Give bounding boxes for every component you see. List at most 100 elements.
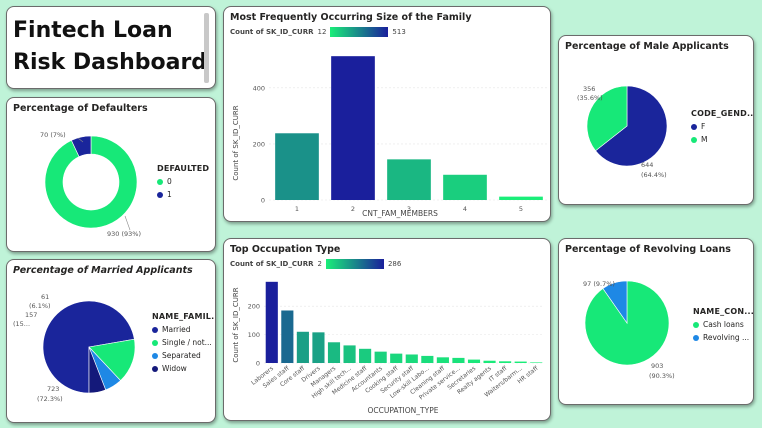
y-tick-label: 100 [248, 331, 260, 339]
bar-realty-agents[interactable] [483, 360, 496, 363]
family-xlabel: CNT_FAM_MEMBERS [362, 209, 438, 218]
bar-core-staff[interactable] [296, 331, 309, 363]
occupation-gradient-legend: Count of SK_ID_CURR 2 286 [230, 259, 402, 269]
title-card: Fintech Loan Risk Dashboard [6, 6, 216, 89]
defaulters-legend: DEFAULTED 0 1 [157, 164, 209, 199]
dashboard-title: Fintech Loan Risk Dashboard [13, 15, 207, 79]
x-tick-label: 4 [463, 205, 467, 213]
legend-item[interactable]: Widow [152, 364, 215, 373]
bar-2[interactable] [331, 56, 375, 200]
bar-3[interactable] [387, 159, 431, 200]
defaulters-card: Percentage of Defaulters 70 (7%) 930 (93… [6, 97, 216, 252]
y-tick-label: 400 [253, 84, 265, 92]
occupation-xlabel: OCCUPATION_TYPE [368, 406, 439, 415]
svg-text:(35.6%): (35.6%) [577, 94, 603, 102]
bar-it-staff[interactable] [499, 361, 512, 363]
svg-text:157: 157 [25, 311, 37, 319]
svg-text:61: 61 [41, 293, 49, 301]
bar-medicine-staff[interactable] [359, 348, 372, 363]
bar-low-skill-labo[interactable] [421, 355, 434, 363]
occupation-bar-chart: Count of SK_ID_CURR OCCUPATION_TYPE 0 100… [232, 281, 544, 415]
svg-text:(6.1%): (6.1%) [29, 302, 51, 310]
title-line-1: Fintech Loan [13, 18, 173, 43]
bar-1[interactable] [275, 133, 319, 200]
y-tick-label: 200 [253, 140, 265, 148]
defaulters-title: Percentage of Defaulters [13, 103, 148, 114]
legend-item[interactable]: Revolving ... [693, 333, 753, 342]
male-title: Percentage of Male Applicants [565, 41, 729, 52]
revolving-legend: NAME_CON... Cash loans Revolving ... [693, 307, 754, 342]
pie-slice-m[interactable] [586, 85, 628, 152]
bar-4[interactable] [443, 174, 487, 200]
married-card: Percentage of Married Applicants 61 (6.1… [6, 259, 216, 423]
bar-5[interactable] [499, 196, 543, 200]
legend-item[interactable]: M [691, 135, 753, 144]
family-bar-chart: Count of SK_ID_CURR CNT_FAM_MEMBERS 0 200… [232, 56, 549, 218]
x-tick-label: 2 [351, 205, 355, 213]
scrollbar[interactable] [204, 13, 209, 83]
male-card: Percentage of Male Applicants 356 (35.6%… [558, 35, 754, 205]
pie-slice-0[interactable] [44, 135, 138, 229]
legend-item[interactable]: Separated [152, 351, 215, 360]
x-tick-label: 5 [519, 205, 523, 213]
bar-hr-staff[interactable] [530, 362, 543, 363]
male-legend: CODE_GEND... F M [691, 109, 753, 144]
svg-text:(90.3%): (90.3%) [649, 372, 675, 380]
married-title: Percentage of Married Applicants [13, 265, 193, 276]
svg-text:356: 356 [583, 85, 595, 93]
svg-text:(15...: (15... [13, 320, 30, 328]
male-pie: 356 (35.6%) 644 (64.4%) [577, 85, 668, 179]
svg-text:644: 644 [641, 161, 653, 169]
bar-laborers[interactable] [265, 281, 278, 363]
svg-text:(64.4%): (64.4%) [641, 171, 667, 179]
y-tick-label: 0 [256, 360, 260, 368]
family-ylabel: Count of SK_ID_CURR [232, 105, 240, 180]
bar-private-service[interactable] [452, 357, 465, 363]
legend-item[interactable]: F [691, 122, 753, 131]
bar-security-staff[interactable] [405, 354, 418, 363]
legend-item[interactable]: 1 [157, 190, 209, 199]
bar-cleaning-staff[interactable] [436, 357, 449, 363]
pie-slice-widow[interactable] [88, 346, 107, 394]
svg-text:903: 903 [651, 362, 663, 370]
married-legend: NAME_FAMIL... Married Single / not... Se… [152, 312, 215, 373]
legend-item[interactable]: 0 [157, 177, 209, 186]
y-tick-label: 0 [261, 197, 265, 205]
bar-waiters-barm[interactable] [514, 361, 527, 363]
family-title: Most Frequently Occurring Size of the Fa… [230, 12, 472, 23]
bar-high-skill-tech[interactable] [343, 345, 356, 363]
revolving-card: Percentage of Revolving Loans 97 (9.7%) … [558, 238, 754, 405]
married-pie: 61 (6.1%) 157 (15... 723 (72.3%) [13, 293, 136, 403]
defaulters-label-large: 930 (93%) [107, 230, 141, 238]
revolving-title: Percentage of Revolving Loans [565, 244, 731, 255]
bar-cooking-staff[interactable] [390, 353, 403, 363]
x-tick-label: 3 [407, 205, 411, 213]
pie-slice-revolving[interactable] [602, 280, 628, 324]
pie-slice-1[interactable] [71, 135, 92, 158]
x-tick-label: 1 [295, 205, 299, 213]
legend-item[interactable]: Cash loans [693, 320, 753, 329]
bar-secretaries[interactable] [467, 359, 481, 363]
pie-slice-single-not[interactable] [88, 338, 136, 381]
svg-text:97 (9.7%): 97 (9.7%) [583, 280, 615, 288]
family-card: Most Frequently Occurring Size of the Fa… [223, 6, 551, 222]
bar-managers[interactable] [327, 342, 341, 363]
title-line-2: Risk Dashboard [13, 50, 208, 75]
defaulters-legend-title: DEFAULTED [157, 164, 210, 173]
bar-accountants[interactable] [374, 351, 387, 363]
svg-text:723: 723 [47, 385, 59, 393]
family-gradient-legend: Count of SK_ID_CURR 12 513 [230, 27, 406, 37]
defaulters-donut: 70 (7%) 930 (93%) [40, 131, 141, 238]
legend-item[interactable]: Single / not... [152, 338, 215, 347]
bar-sales-staff[interactable] [281, 310, 294, 363]
legend-item[interactable]: Married [152, 325, 215, 334]
occupation-card: Top Occupation Type Count of SK_ID_CURR 2… [223, 238, 551, 421]
pie-slice-f[interactable] [595, 85, 668, 167]
revolving-pie: 97 (9.7%) 903 (90.3%) [583, 280, 675, 380]
bar-drivers[interactable] [312, 332, 325, 363]
svg-text:(72.3%): (72.3%) [37, 395, 63, 403]
y-tick-label: 200 [248, 303, 260, 311]
occupation-title: Top Occupation Type [230, 244, 341, 255]
defaulters-label-small: 70 (7%) [40, 131, 66, 139]
occupation-ylabel: Count of SK_ID_CURR [232, 287, 240, 362]
